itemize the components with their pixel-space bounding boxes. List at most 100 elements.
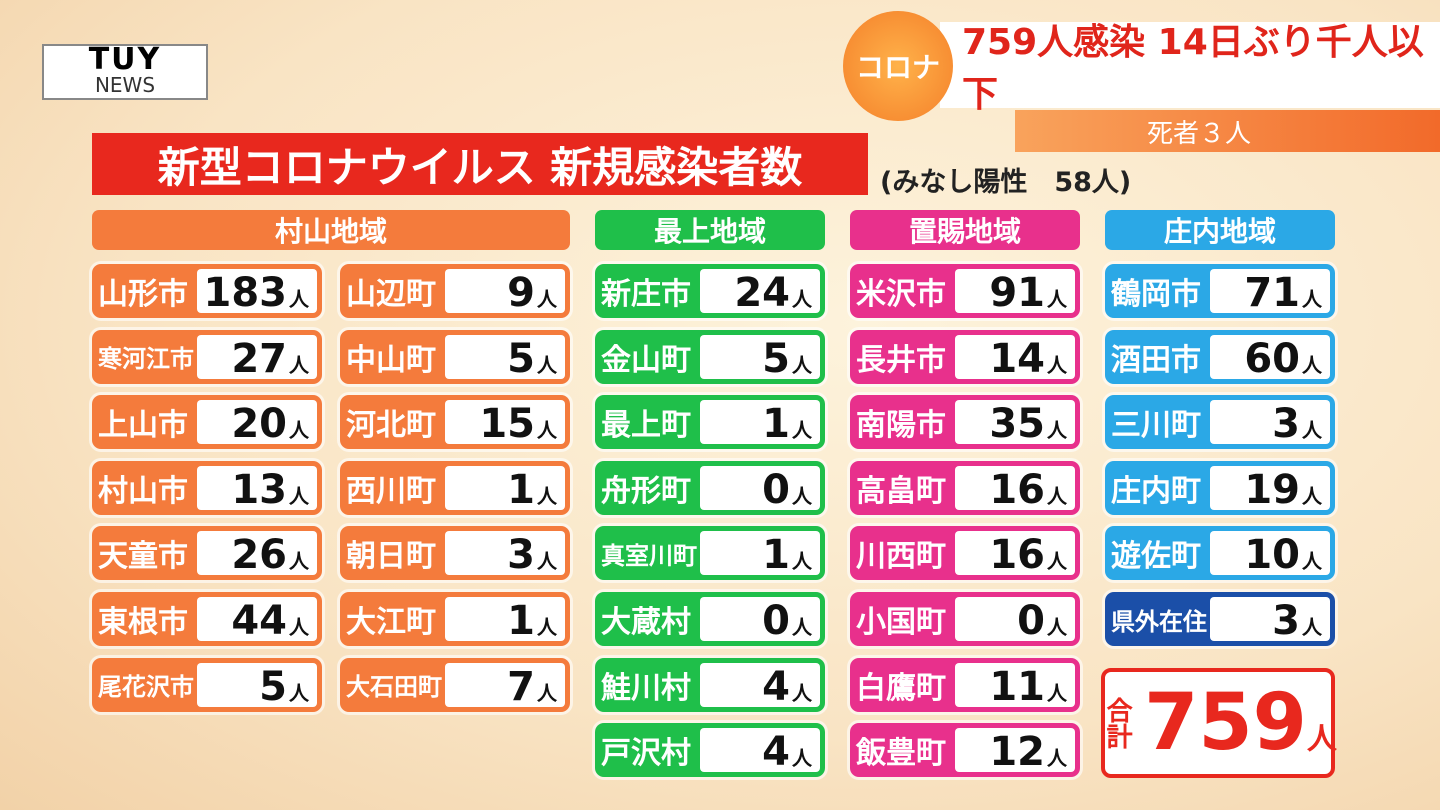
- municipality: 西川町: [346, 473, 436, 509]
- count-cell: 天童市 26 人: [92, 526, 322, 581]
- municipality: 新庄市: [601, 277, 691, 312]
- count: 35: [989, 401, 1045, 448]
- note: (みなし陽性 58人): [880, 167, 1132, 198]
- unit: 人: [537, 418, 557, 443]
- count-cell: 戸沢村 4 人: [595, 723, 825, 778]
- count-cell: 鶴岡市 71 人: [1105, 264, 1335, 318]
- count-box: 11 人: [955, 662, 1075, 710]
- count-box: 10 人: [1210, 531, 1330, 577]
- total-count: 759: [1144, 678, 1307, 768]
- count: 71: [1244, 270, 1300, 316]
- unit: 人: [1047, 483, 1067, 508]
- total-unit: 人: [1306, 722, 1337, 757]
- count-cell: 最上町 1 人: [595, 395, 825, 450]
- count-box: 24 人: [700, 269, 820, 316]
- unit: 人: [289, 483, 309, 508]
- total-box: 合計 759 人: [1101, 668, 1337, 778]
- municipality: 金山町: [601, 342, 691, 378]
- count-cell: 村山市 13 人: [92, 460, 322, 515]
- count: 5: [259, 663, 287, 710]
- count: 4: [762, 663, 790, 710]
- count: 44: [231, 598, 287, 644]
- municipality: 米沢市: [856, 277, 946, 312]
- unit: 人: [1302, 549, 1322, 574]
- count-cell: 朝日町 3 人: [340, 526, 570, 581]
- count: 12: [989, 729, 1045, 776]
- count-cell: 南陽市 35 人: [850, 395, 1080, 450]
- unit: 人: [1302, 483, 1322, 508]
- count-box: 27 人: [197, 334, 317, 381]
- municipality: 県外在住: [1111, 607, 1207, 636]
- municipality: 大石田町: [346, 673, 442, 702]
- count-cell: 大江町 1 人: [340, 592, 570, 646]
- count-cell: 長井市 14 人: [850, 329, 1080, 384]
- municipality: 山形市: [98, 277, 188, 312]
- region-header: 庄内地域: [1105, 210, 1335, 250]
- unit: 人: [537, 287, 557, 311]
- municipality: 寒河江市: [98, 345, 194, 374]
- municipality: 鮭川村: [601, 670, 691, 706]
- count-box: 16 人: [955, 531, 1075, 577]
- count-cell: 河北町 15 人: [340, 395, 570, 450]
- logo: TUY NEWS: [42, 44, 208, 100]
- municipality: 尾花沢市: [98, 673, 194, 702]
- count: 1: [762, 532, 790, 579]
- unit: 人: [1047, 549, 1067, 574]
- unit: 人: [1047, 352, 1067, 377]
- municipality: 南陽市: [856, 408, 946, 444]
- unit: 人: [289, 615, 309, 639]
- count: 3: [1272, 598, 1300, 644]
- count-cell: 大蔵村 0 人: [595, 592, 825, 646]
- unit: 人: [1047, 680, 1067, 705]
- count: 16: [989, 466, 1045, 513]
- count-box: 16 人: [955, 465, 1075, 513]
- municipality: 東根市: [98, 605, 188, 640]
- unit: 人: [537, 352, 557, 377]
- count-box: 12 人: [955, 728, 1075, 776]
- unit: 人: [537, 680, 557, 705]
- unit: 人: [1047, 287, 1067, 311]
- unit: 人: [1047, 615, 1067, 639]
- unit: 人: [1302, 352, 1322, 377]
- municipality: 三川町: [1111, 408, 1201, 444]
- unit: 人: [792, 680, 812, 705]
- count: 13: [231, 466, 287, 513]
- region-header: 最上地域: [595, 210, 825, 250]
- logo-main: TUY: [88, 42, 162, 77]
- unit: 人: [537, 483, 557, 508]
- count: 24: [734, 270, 790, 316]
- count-cell: 舟形町 0 人: [595, 460, 825, 515]
- municipality: 河北町: [346, 408, 436, 444]
- unit: 人: [289, 352, 309, 377]
- count: 91: [989, 270, 1045, 316]
- municipality: 村山市: [98, 473, 188, 509]
- municipality: 山辺町: [346, 277, 436, 312]
- logo-sub: NEWS: [94, 73, 156, 97]
- count-cell: 飯豊町 12 人: [850, 723, 1080, 778]
- unit: 人: [1302, 615, 1322, 639]
- municipality: 川西町: [856, 539, 946, 575]
- count-box: 19 人: [1210, 465, 1330, 512]
- count: 0: [762, 466, 790, 513]
- count-cell: 酒田市 60 人: [1105, 329, 1335, 384]
- unit: 人: [289, 418, 309, 443]
- count-cell: 寒河江市 27 人: [92, 329, 322, 384]
- count: 11: [989, 663, 1045, 710]
- municipality: 鶴岡市: [1111, 277, 1201, 312]
- count: 1: [762, 401, 790, 448]
- count-cell: 川西町 16 人: [850, 526, 1080, 581]
- count: 14: [989, 335, 1045, 382]
